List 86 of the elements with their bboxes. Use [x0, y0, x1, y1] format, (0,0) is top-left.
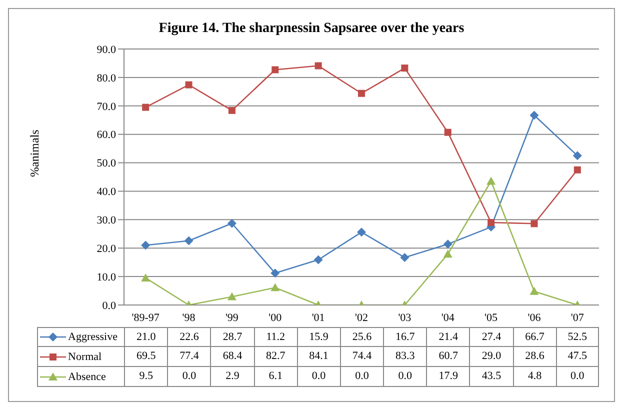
data-label: 21.4: [426, 327, 470, 347]
point: [358, 90, 365, 97]
y-tick-label: 50.0: [96, 158, 116, 170]
x-tick-label: '07: [570, 312, 584, 324]
x-tick-label: '99: [225, 312, 239, 324]
point: [488, 219, 495, 226]
x-tick-label: '01: [312, 312, 325, 324]
data-label: 68.4: [210, 347, 254, 367]
data-label: 74.4: [340, 347, 384, 367]
x-tick-label: '02: [355, 312, 368, 324]
data-label: 66.7: [512, 327, 556, 347]
point: [314, 62, 322, 70]
data-label: 15.9: [296, 327, 340, 347]
data-label: 0.0: [296, 367, 340, 387]
point: [228, 106, 236, 114]
point: [357, 228, 366, 237]
point: [574, 166, 581, 174]
x-tick-label: '05: [484, 312, 498, 324]
data-label: 27.4: [469, 327, 513, 347]
x-tick-label: '00: [268, 312, 282, 324]
data-label: 0.0: [556, 367, 599, 387]
y-axis-title: %animals: [27, 129, 42, 177]
point: [443, 250, 452, 258]
point: [142, 104, 150, 111]
data-label: 77.4: [167, 347, 210, 367]
x-tick-label: '04: [441, 312, 455, 324]
legend-label: Absence: [68, 370, 106, 382]
point: [400, 253, 410, 262]
data-label: 6.1: [254, 367, 297, 387]
data-label: 4.8: [512, 367, 556, 387]
data-label: 0.0: [167, 367, 210, 387]
y-tick-label: 20.0: [96, 243, 116, 256]
y-tick-label: 40.0: [96, 186, 116, 198]
data-label: 21.0: [124, 327, 168, 347]
data-label: 2.9: [210, 367, 254, 387]
point: [227, 218, 236, 228]
point: [443, 240, 452, 249]
y-tick-label: 70.0: [96, 100, 116, 113]
y-tick-label: 30.0: [96, 214, 116, 227]
y-tick-label: 80.0: [96, 72, 116, 84]
y-tick-label: 90.0: [96, 44, 116, 56]
y-tick-label: 10.0: [96, 271, 116, 284]
point: [141, 273, 150, 282]
point: [270, 283, 280, 292]
data-label: 69.5: [124, 347, 168, 367]
data-label: 83.3: [383, 347, 426, 367]
y-tick-label: 0.0: [102, 300, 116, 312]
y-tick-label: 60.0: [96, 129, 116, 142]
point: [572, 151, 582, 160]
data-label: 0.0: [340, 367, 384, 387]
point: [401, 64, 408, 72]
point: [185, 81, 192, 88]
x-tick-label: '06: [528, 312, 542, 324]
point: [272, 66, 279, 74]
data-label: 60.7: [426, 347, 470, 367]
data-label: 25.6: [340, 327, 384, 347]
point: [270, 268, 280, 278]
x-tick-label: '89-97: [132, 312, 160, 324]
data-label: 9.5: [124, 367, 168, 387]
point: [227, 292, 236, 300]
data-label: 17.9: [426, 367, 470, 387]
point: [314, 255, 323, 264]
chart-title: Figure 14. The sharpnessin Sapsaree over the years: [158, 21, 466, 37]
x-tick-label: '03: [398, 312, 412, 324]
data-label: 16.7: [383, 327, 426, 347]
point: [530, 286, 539, 295]
x-tick-label: '98: [182, 312, 196, 324]
data-label: 28.7: [210, 327, 254, 347]
data-label: 84.1: [296, 347, 340, 367]
point: [530, 220, 538, 228]
point: [141, 240, 150, 250]
data-label: 29.0: [469, 347, 513, 367]
point: [530, 110, 539, 120]
data-label: 11.2: [254, 327, 297, 347]
point: [184, 236, 194, 246]
data-label: 43.5: [469, 367, 513, 387]
data-label: 82.7: [254, 347, 297, 367]
data-label: 28.6: [512, 347, 556, 367]
data-label: 47.5: [556, 347, 599, 367]
legend-label: Aggressive: [68, 331, 118, 343]
data-label: 22.6: [167, 327, 210, 347]
point: [486, 176, 496, 185]
point: [444, 128, 452, 136]
legend-label: Normal: [68, 350, 102, 362]
data-label: 52.5: [556, 327, 599, 347]
data-label: 0.0: [383, 367, 426, 387]
